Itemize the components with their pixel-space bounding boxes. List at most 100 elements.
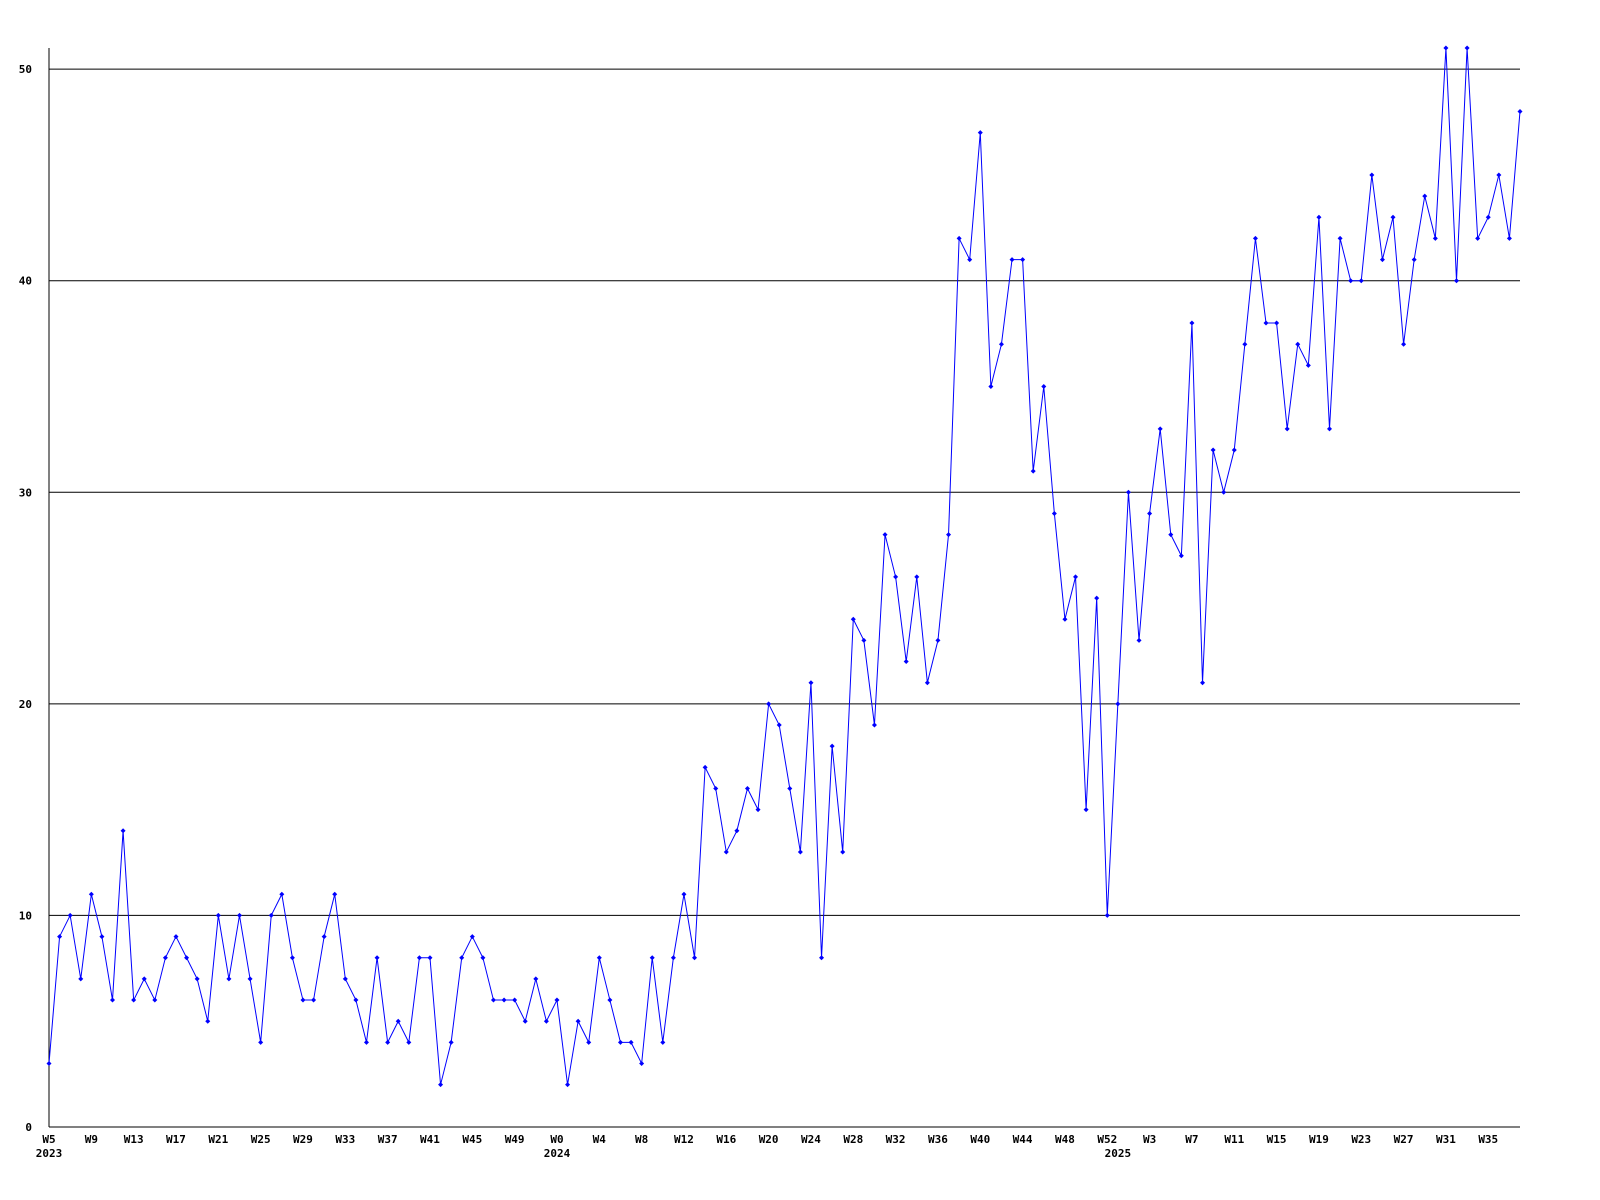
point-marker <box>1200 680 1206 686</box>
point-marker <box>1443 45 1449 51</box>
point-marker <box>236 912 242 918</box>
point-marker <box>1094 595 1100 601</box>
point-marker <box>1263 320 1269 326</box>
y-tick-label: 40 <box>19 275 32 288</box>
point-marker <box>395 1018 401 1024</box>
point-marker <box>131 997 137 1003</box>
point-marker <box>1252 235 1258 241</box>
point-marker <box>1327 426 1333 432</box>
x-tick-label: W13 <box>124 1133 144 1146</box>
point-marker <box>490 997 496 1003</box>
point-marker <box>924 680 930 686</box>
point-marker <box>565 1082 571 1088</box>
point-marker <box>575 1018 581 1024</box>
x-tick-label: W36 <box>928 1133 948 1146</box>
point-marker <box>998 341 1004 347</box>
point-marker <box>533 976 539 982</box>
point-marker <box>1189 320 1195 326</box>
point-marker <box>258 1039 264 1045</box>
point-marker <box>1051 510 1057 516</box>
point-marker <box>1136 637 1142 643</box>
point-marker <box>967 257 973 263</box>
point-marker <box>977 130 983 136</box>
point-marker <box>374 955 380 961</box>
x-tick-label: W31 <box>1436 1133 1456 1146</box>
point-marker <box>607 997 613 1003</box>
x-tick-label: W0 <box>550 1133 563 1146</box>
point-marker <box>416 955 422 961</box>
x-tick-label: W12 <box>674 1133 694 1146</box>
point-marker <box>1210 447 1216 453</box>
point-marker <box>1316 214 1322 220</box>
point-marker <box>321 934 327 940</box>
point-marker <box>1073 574 1079 580</box>
point-marker <box>723 849 729 855</box>
x-tick-label: W16 <box>716 1133 736 1146</box>
point-marker <box>109 997 115 1003</box>
x-tick-label: W3 <box>1143 1133 1156 1146</box>
point-marker <box>692 955 698 961</box>
point-marker <box>1390 214 1396 220</box>
y-tick-label: 0 <box>25 1121 32 1134</box>
point-marker <box>1485 214 1491 220</box>
point-marker <box>57 934 63 940</box>
point-marker <box>194 976 200 982</box>
point-marker <box>152 997 158 1003</box>
point-marker <box>1062 616 1068 622</box>
point-marker <box>713 785 719 791</box>
y-tick-label: 30 <box>19 486 32 499</box>
point-marker <box>596 955 602 961</box>
point-marker <box>946 532 952 538</box>
point-marker <box>766 701 772 707</box>
x-tick-label: W11 <box>1224 1133 1244 1146</box>
point-marker <box>342 976 348 982</box>
point-marker <box>1517 108 1523 114</box>
x-tick-label: W33 <box>335 1133 355 1146</box>
y-tick-label: 20 <box>19 698 32 711</box>
year-label: 2025 <box>1105 1147 1132 1160</box>
point-marker <box>459 955 465 961</box>
x-tick-label: W23 <box>1351 1133 1371 1146</box>
point-marker <box>1454 278 1460 284</box>
point-marker <box>226 976 232 982</box>
x-tick-label: W48 <box>1055 1133 1075 1146</box>
point-marker <box>829 743 835 749</box>
x-tick-label: W25 <box>251 1133 271 1146</box>
x-tick-label: W41 <box>420 1133 440 1146</box>
x-tick-label: W9 <box>85 1133 98 1146</box>
point-marker <box>1496 172 1502 178</box>
point-marker <box>1348 278 1354 284</box>
x-tick-label: W37 <box>378 1133 398 1146</box>
point-marker <box>385 1039 391 1045</box>
x-tick-label: W28 <box>843 1133 863 1146</box>
point-marker <box>1125 489 1131 495</box>
point-marker <box>1464 45 1470 51</box>
year-label: 2023 <box>36 1147 63 1160</box>
point-marker <box>1242 341 1248 347</box>
point-marker <box>935 637 941 643</box>
point-marker <box>1411 257 1417 263</box>
point-marker <box>1041 384 1047 390</box>
point-marker <box>1009 257 1015 263</box>
x-tick-label: W24 <box>801 1133 821 1146</box>
x-tick-label: W40 <box>970 1133 990 1146</box>
point-marker <box>1221 489 1227 495</box>
x-tick-label: W19 <box>1309 1133 1329 1146</box>
point-marker <box>988 384 994 390</box>
point-marker <box>702 764 708 770</box>
point-marker <box>522 1018 528 1024</box>
point-marker <box>893 574 899 580</box>
point-marker <box>512 997 518 1003</box>
x-tick-label: W4 <box>593 1133 607 1146</box>
point-marker <box>776 722 782 728</box>
point-marker <box>649 955 655 961</box>
point-marker <box>162 955 168 961</box>
point-marker <box>1030 468 1036 474</box>
point-marker <box>660 1039 666 1045</box>
x-tick-label: W5 <box>42 1133 55 1146</box>
point-marker <box>1506 235 1512 241</box>
point-marker <box>819 955 825 961</box>
point-marker <box>311 997 317 1003</box>
point-marker <box>755 807 761 813</box>
